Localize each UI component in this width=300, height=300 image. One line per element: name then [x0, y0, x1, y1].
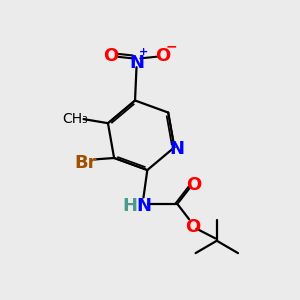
Text: N: N	[137, 197, 152, 215]
Text: H: H	[123, 197, 138, 215]
Text: +: +	[139, 47, 148, 58]
Text: O: O	[186, 176, 201, 194]
Text: −: −	[166, 39, 178, 53]
Text: N: N	[169, 140, 184, 158]
Text: O: O	[155, 47, 171, 65]
Text: O: O	[185, 218, 200, 236]
Text: O: O	[103, 47, 118, 65]
Text: N: N	[129, 54, 144, 72]
Text: Br: Br	[74, 154, 97, 172]
Text: CH₃: CH₃	[63, 112, 88, 126]
